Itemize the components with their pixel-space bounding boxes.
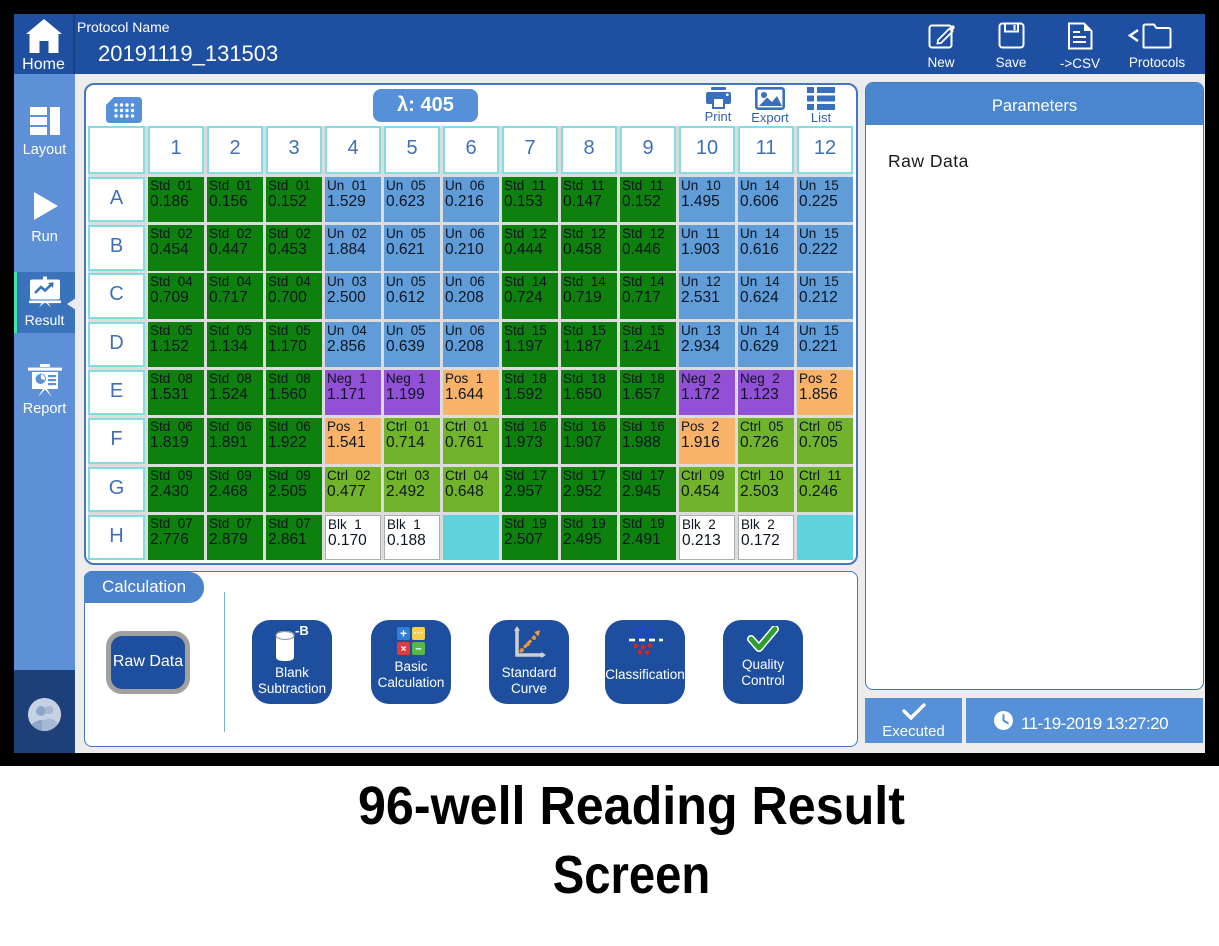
svg-text:···: ···: [414, 628, 424, 639]
svg-text:×: ×: [401, 644, 407, 655]
svg-text:-B: -B: [295, 626, 309, 638]
svg-text:+: +: [400, 627, 407, 641]
svg-text:−: −: [415, 644, 421, 656]
